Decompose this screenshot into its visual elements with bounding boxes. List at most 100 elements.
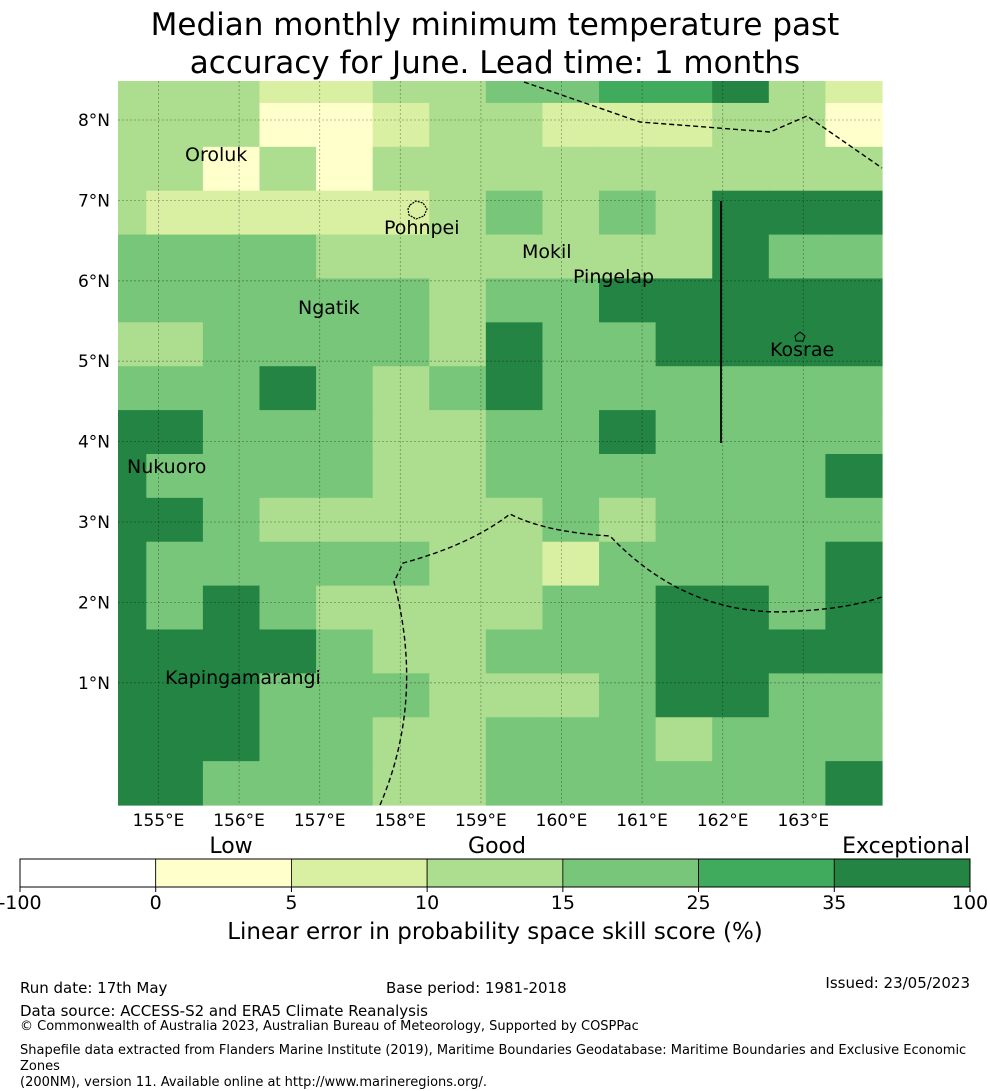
grid-cell <box>485 322 544 367</box>
eez-boundary-south <box>379 513 883 806</box>
grid-cell <box>542 410 600 455</box>
grid-cell <box>485 717 544 762</box>
grid-cell <box>372 322 430 367</box>
category-exceptional: Exceptional <box>842 834 970 859</box>
grid-cell <box>202 629 261 674</box>
colorbar-swatch <box>426 858 564 888</box>
grid-cell <box>655 717 713 762</box>
y-axis-ticks: 8°N 7°N 6°N 5°N 4°N 3°N 2°N 1°N <box>78 111 110 694</box>
grid-cell <box>316 541 374 587</box>
grid-cell <box>146 366 204 411</box>
grid-cell <box>118 761 147 806</box>
grid-cell <box>316 673 374 718</box>
grid-cell <box>118 629 147 674</box>
grid-cell <box>118 81 147 104</box>
copyright: © Commonwealth of Australia 2023, Austra… <box>20 1019 639 1034</box>
grid-cell <box>316 102 374 148</box>
data-source: Data source: ACCESS-S2 and ERA5 Climate … <box>20 1002 428 1020</box>
grid-cell <box>825 629 883 674</box>
pohnpei-island-icon <box>407 200 428 220</box>
grid-cell <box>712 102 770 148</box>
grid-cell <box>316 629 374 674</box>
grid-cell <box>146 81 204 104</box>
grid-cell <box>316 410 374 455</box>
grid-cell <box>372 629 430 674</box>
grid-cell <box>599 410 657 455</box>
colorbar-tick-label: 35 <box>822 892 846 914</box>
grid-cell <box>485 761 544 806</box>
grid-cell <box>655 322 713 367</box>
grid-cell <box>542 102 600 148</box>
grid-cell <box>202 190 261 236</box>
grid-cell <box>599 541 657 587</box>
grid-cell <box>599 366 657 411</box>
grid-cell <box>768 453 827 499</box>
grid-cell <box>485 410 544 455</box>
grid-cell <box>825 190 883 236</box>
colorbar-swatch <box>562 858 699 888</box>
grid-cell <box>485 453 544 499</box>
grid-cell <box>118 366 147 411</box>
grid-cell <box>655 497 713 543</box>
grid-cell <box>542 366 600 411</box>
grid-cell <box>655 190 713 236</box>
grid-cell <box>259 190 317 236</box>
grid-cell <box>316 322 374 367</box>
colorbar-tick-label: 25 <box>686 892 710 914</box>
title-line-2: accuracy for June. Lead time: 1 months <box>189 45 801 81</box>
grid-cell <box>429 497 487 543</box>
grid-cell <box>146 673 204 718</box>
grid-cell <box>259 453 317 499</box>
x-tick-label: 162°E <box>697 811 749 831</box>
grid-cell <box>429 81 487 104</box>
grid-cell <box>259 81 317 104</box>
grid-cell <box>316 497 374 543</box>
grid-cell <box>599 629 657 674</box>
grid-cell <box>146 190 204 236</box>
grid-cell <box>372 278 430 323</box>
grid-cell <box>655 278 713 323</box>
grid-cell <box>259 366 317 411</box>
grid-cell <box>202 234 261 280</box>
grid-cell <box>768 278 827 323</box>
grid-cell <box>655 629 713 674</box>
grid-cell <box>712 761 770 806</box>
grid-cell <box>599 102 657 148</box>
grid-cell <box>259 497 317 543</box>
grid-cell <box>202 673 261 718</box>
grid-cell <box>599 497 657 543</box>
grid-cell <box>372 366 430 411</box>
x-tick-label: 161°E <box>616 811 668 831</box>
grid-cell <box>429 146 487 192</box>
grid-cell <box>599 717 657 762</box>
x-tick-label: 155°E <box>133 811 185 831</box>
grid-cell <box>146 410 204 455</box>
grid-cell <box>429 453 487 499</box>
place-kapingamarangi: Kapingamarangi <box>165 667 321 689</box>
kosrae-island-icon <box>794 331 806 342</box>
grid-cell <box>259 761 317 806</box>
category-good: Good <box>468 834 526 859</box>
grid-cell <box>542 146 600 192</box>
grid-cell <box>655 146 713 192</box>
grid-cell <box>372 410 430 455</box>
grid-cell <box>485 673 544 718</box>
grid-cell <box>316 717 374 762</box>
shapefile-credit-line-2: (200NM), version 11. Available online at… <box>20 1075 488 1090</box>
grid-cell <box>655 673 713 718</box>
grid-cell <box>768 541 827 587</box>
grid-cell <box>259 629 317 674</box>
base-period: Base period: 1981-2018 <box>386 979 567 997</box>
grid-cell <box>118 190 147 236</box>
grid-cell <box>768 585 827 631</box>
grid-cell <box>118 234 147 280</box>
x-tick-label: 160°E <box>536 811 588 831</box>
grid-cell <box>825 453 883 499</box>
grid-cell <box>146 717 204 762</box>
grid-cell <box>372 717 430 762</box>
grid-cell <box>202 453 261 499</box>
grid-cell <box>118 717 147 762</box>
place-pingelap: Pingelap <box>573 266 654 288</box>
grid-cell <box>485 102 544 148</box>
colorbar-tick-label: 5 <box>285 892 297 914</box>
